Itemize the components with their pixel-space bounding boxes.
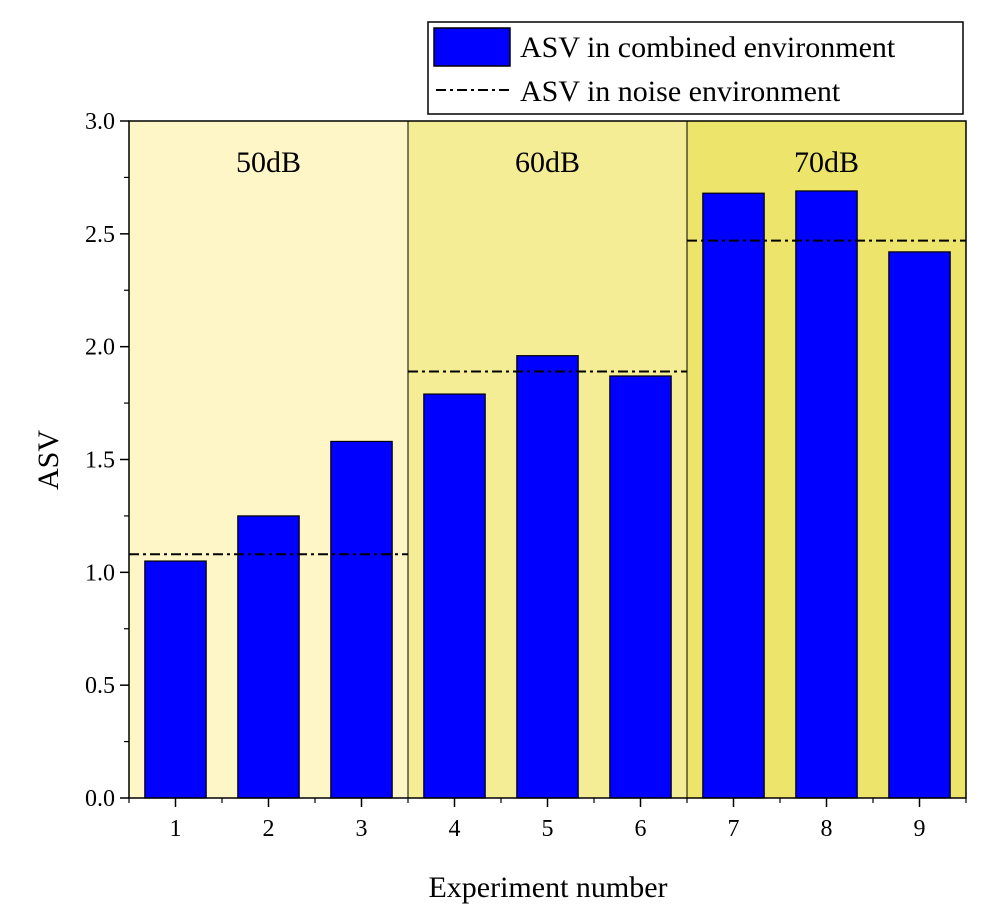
legend-swatch-bar [433,27,511,67]
x-tick-label: 1 [170,816,182,842]
y-tick-label: 2.5 [85,222,115,248]
y-tick-label: 1.5 [85,448,115,474]
bar-4 [423,393,486,799]
bar-2 [237,515,300,799]
bar-9 [888,251,951,799]
y-tick-label: 3.0 [85,109,115,135]
legend-label-noise: ASV in noise environment [520,75,841,108]
bar-8 [795,190,858,799]
bar-3 [330,440,393,799]
bar-5 [516,355,579,799]
x-tick-label: 5 [542,816,554,842]
bar-7 [702,192,765,799]
group-label-50dB: 50dB [236,146,301,179]
x-axis-title: Experiment number [428,871,667,904]
x-tick-label: 8 [821,816,833,842]
x-tick-label: 7 [728,816,740,842]
bar-1 [144,560,207,799]
group-label-60dB: 60dB [515,146,580,179]
y-tick-label: 0.0 [85,786,115,812]
bar-6 [609,375,672,799]
legend-label-combined: ASV in combined environment [520,31,896,64]
legend: ASV in combined environment ASV in noise… [427,21,964,115]
x-tick-label: 9 [914,816,926,842]
x-tick-label: 4 [449,816,461,842]
y-axis-title: ASV [32,430,65,490]
y-tick-label: 0.5 [85,673,115,699]
x-tick-label: 2 [263,816,275,842]
legend-frame [427,21,964,115]
y-tick-label: 2.0 [85,335,115,361]
y-tick-label: 1.0 [85,560,115,586]
group-label-70dB: 70dB [794,146,859,179]
x-tick-label: 6 [635,816,647,842]
x-tick-label: 3 [356,816,368,842]
